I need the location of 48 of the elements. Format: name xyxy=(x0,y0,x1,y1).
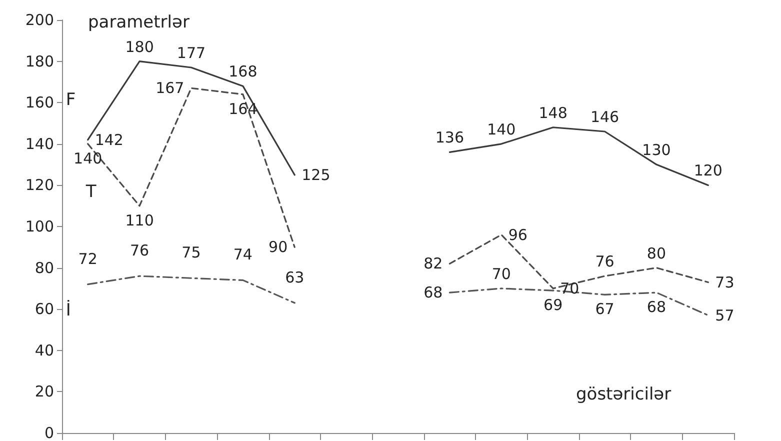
data-label: 130 xyxy=(642,141,671,160)
series-label: T xyxy=(84,182,97,202)
data-label: 177 xyxy=(176,44,206,62)
annotation: göstəricilər xyxy=(576,384,672,404)
data-label: 96 xyxy=(508,226,528,244)
y-tick-label: 40 xyxy=(34,341,54,360)
data-label: 68 xyxy=(646,298,666,316)
data-label: 167 xyxy=(156,79,184,98)
data-label: 69 xyxy=(544,296,563,314)
data-label: 180 xyxy=(125,38,154,56)
data-label: 70 xyxy=(492,264,511,283)
y-tick-label: 60 xyxy=(34,300,54,318)
annotation: parametrlər xyxy=(88,12,190,32)
y-tick-label: 180 xyxy=(25,52,54,70)
series-label: İ xyxy=(66,299,71,320)
data-label: 82 xyxy=(424,254,443,273)
data-label: 148 xyxy=(538,104,568,122)
data-label: 140 xyxy=(74,149,102,168)
data-label: 76 xyxy=(130,242,150,260)
y-tick-label: 80 xyxy=(34,258,54,277)
data-label: 75 xyxy=(182,244,201,262)
data-label: 67 xyxy=(595,300,614,318)
data-label: 146 xyxy=(590,108,620,126)
y-tick-label: 0 xyxy=(44,424,54,441)
data-label: 76 xyxy=(595,252,614,271)
data-label: 110 xyxy=(125,211,154,230)
data-label: 164 xyxy=(228,100,258,118)
y-tick-label: 200 xyxy=(25,11,54,29)
y-tick-label: 120 xyxy=(25,176,54,194)
data-label: 57 xyxy=(715,306,734,324)
data-label: 68 xyxy=(424,284,443,302)
data-label: 73 xyxy=(715,273,734,292)
data-label: 125 xyxy=(302,166,330,184)
y-tick-label: 160 xyxy=(25,94,54,112)
data-label: 90 xyxy=(268,238,288,256)
data-label: 168 xyxy=(228,62,258,81)
series-label: F xyxy=(66,90,76,110)
data-label: 140 xyxy=(487,120,516,138)
data-label: 74 xyxy=(233,246,252,264)
y-tick-label: 20 xyxy=(34,382,54,401)
data-label: 120 xyxy=(694,162,722,180)
y-tick-label: 140 xyxy=(25,134,54,153)
data-label: 72 xyxy=(78,250,98,268)
data-label: 80 xyxy=(646,244,666,262)
y-tick-label: 100 xyxy=(25,218,54,236)
data-label: 142 xyxy=(94,130,124,149)
data-label: 63 xyxy=(285,268,304,286)
data-label: 136 xyxy=(435,128,464,147)
